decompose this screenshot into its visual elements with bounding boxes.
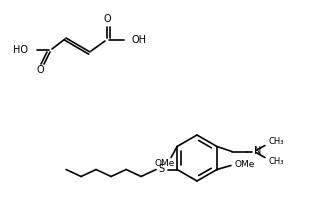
Text: OMe: OMe [155,159,175,168]
Text: OMe: OMe [235,160,255,169]
Text: HO: HO [13,45,28,55]
Text: N: N [254,147,261,156]
Text: O: O [36,65,44,75]
Text: OH: OH [132,35,147,45]
Text: O: O [103,14,111,24]
Text: CH₃: CH₃ [269,137,284,146]
Text: S: S [158,164,164,175]
Text: CH₃: CH₃ [269,157,284,166]
